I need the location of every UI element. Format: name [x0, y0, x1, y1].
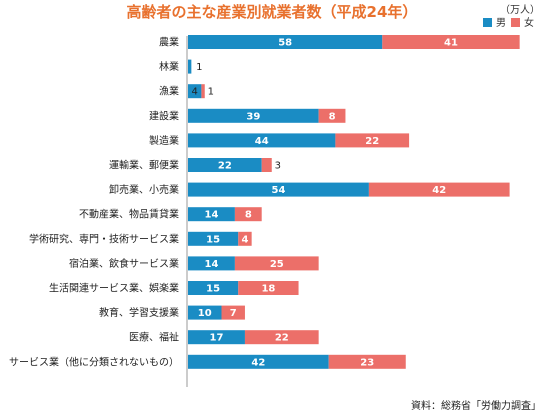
value-label-women: 42 — [432, 185, 446, 196]
value-label-men: 4 — [192, 87, 198, 98]
category-label: 学術研究、専門・技術サービス業 — [29, 232, 179, 245]
value-label-men: 42 — [251, 357, 265, 368]
category-label: 卸売業、小売業 — [109, 183, 179, 196]
bar-men — [188, 182, 369, 197]
legend-label-men: 男 — [496, 17, 506, 29]
bar-women — [328, 354, 406, 369]
value-label-men: 14 — [204, 210, 218, 221]
bar-women — [244, 330, 319, 345]
bar-women — [335, 133, 410, 148]
bar-women — [234, 256, 319, 271]
value-label-men: 54 — [271, 185, 285, 196]
bar-women — [238, 281, 299, 295]
value-label-men: 58 — [278, 38, 292, 49]
category-label: 不動産業、物品賃貸業 — [79, 208, 179, 221]
legend: 男 女 — [483, 16, 534, 29]
bar-women — [261, 158, 272, 172]
bar-women — [318, 108, 346, 123]
category-label: 運輸業、郵便業 — [109, 159, 179, 172]
legend-swatch-men — [483, 18, 492, 27]
bar-men — [188, 59, 192, 74]
bar-men — [188, 207, 235, 222]
category-label: 生活関連サービス業、娯楽業 — [49, 282, 179, 295]
bar-men — [188, 231, 239, 246]
category-label: 農業 — [159, 36, 179, 49]
bar-men — [188, 84, 202, 99]
bar-men — [188, 133, 336, 148]
category-label: 林業 — [159, 60, 179, 73]
bar-men — [188, 305, 222, 320]
source-note: 資料：総務省「労働力調査」 — [411, 399, 541, 412]
unit-label: （万人） — [500, 4, 540, 16]
legend-swatch-women — [511, 18, 520, 27]
value-label-women: 22 — [275, 333, 289, 344]
bar-women — [234, 207, 262, 222]
value-label-men: 14 — [204, 259, 218, 270]
value-label-women: 25 — [270, 259, 284, 270]
value-label-women: 7 — [230, 308, 237, 319]
value-label-women: 23 — [360, 357, 374, 368]
value-label-women: 3 — [275, 161, 281, 172]
value-label-men: 39 — [246, 111, 260, 122]
bar-women — [221, 305, 245, 320]
chart-title: 高齢者の主な産業別就業者数（平成24年） — [127, 3, 418, 21]
bar-men — [188, 330, 245, 345]
legend-label-women: 女 — [524, 16, 534, 29]
category-label: 宿泊業、飲食サービス業 — [69, 257, 179, 270]
value-label-women: 18 — [261, 284, 275, 295]
bar-men — [188, 354, 329, 369]
value-label-men: 10 — [198, 308, 212, 319]
value-label-women: 1 — [208, 87, 214, 98]
value-label-men: 1 — [196, 62, 202, 73]
bar-women — [201, 84, 205, 99]
value-label-women: 41 — [444, 38, 458, 49]
value-label-men: 15 — [206, 234, 220, 245]
value-label-men: 22 — [218, 161, 232, 172]
bar-men — [188, 35, 383, 49]
bar-women — [368, 182, 510, 197]
category-label: 漁業 — [159, 85, 179, 98]
category-label: サービス業（他に分類されないもの） — [9, 355, 179, 368]
value-label-men: 15 — [206, 284, 220, 295]
value-label-men: 17 — [210, 333, 224, 344]
category-label: 医療、福祉 — [129, 331, 179, 344]
bar-men — [188, 108, 319, 123]
value-label-women: 22 — [365, 136, 379, 147]
value-label-women: 8 — [329, 111, 336, 122]
category-labels: 農業林業漁業建設業製造業運輸業、郵便業卸売業、小売業不動産業、物品賃貸業学術研究… — [9, 36, 179, 369]
bar-men — [188, 281, 239, 295]
category-label: 建設業 — [149, 109, 179, 122]
bar-women — [238, 231, 252, 246]
value-label-women: 4 — [241, 234, 248, 245]
bar-men — [188, 158, 262, 172]
value-label-men: 44 — [255, 136, 269, 147]
bar-women — [382, 35, 520, 49]
value-label-women: 8 — [245, 210, 252, 221]
bar-men — [188, 256, 235, 271]
category-label: 製造業 — [149, 134, 179, 147]
category-label: 教育、学習支援業 — [99, 306, 179, 319]
